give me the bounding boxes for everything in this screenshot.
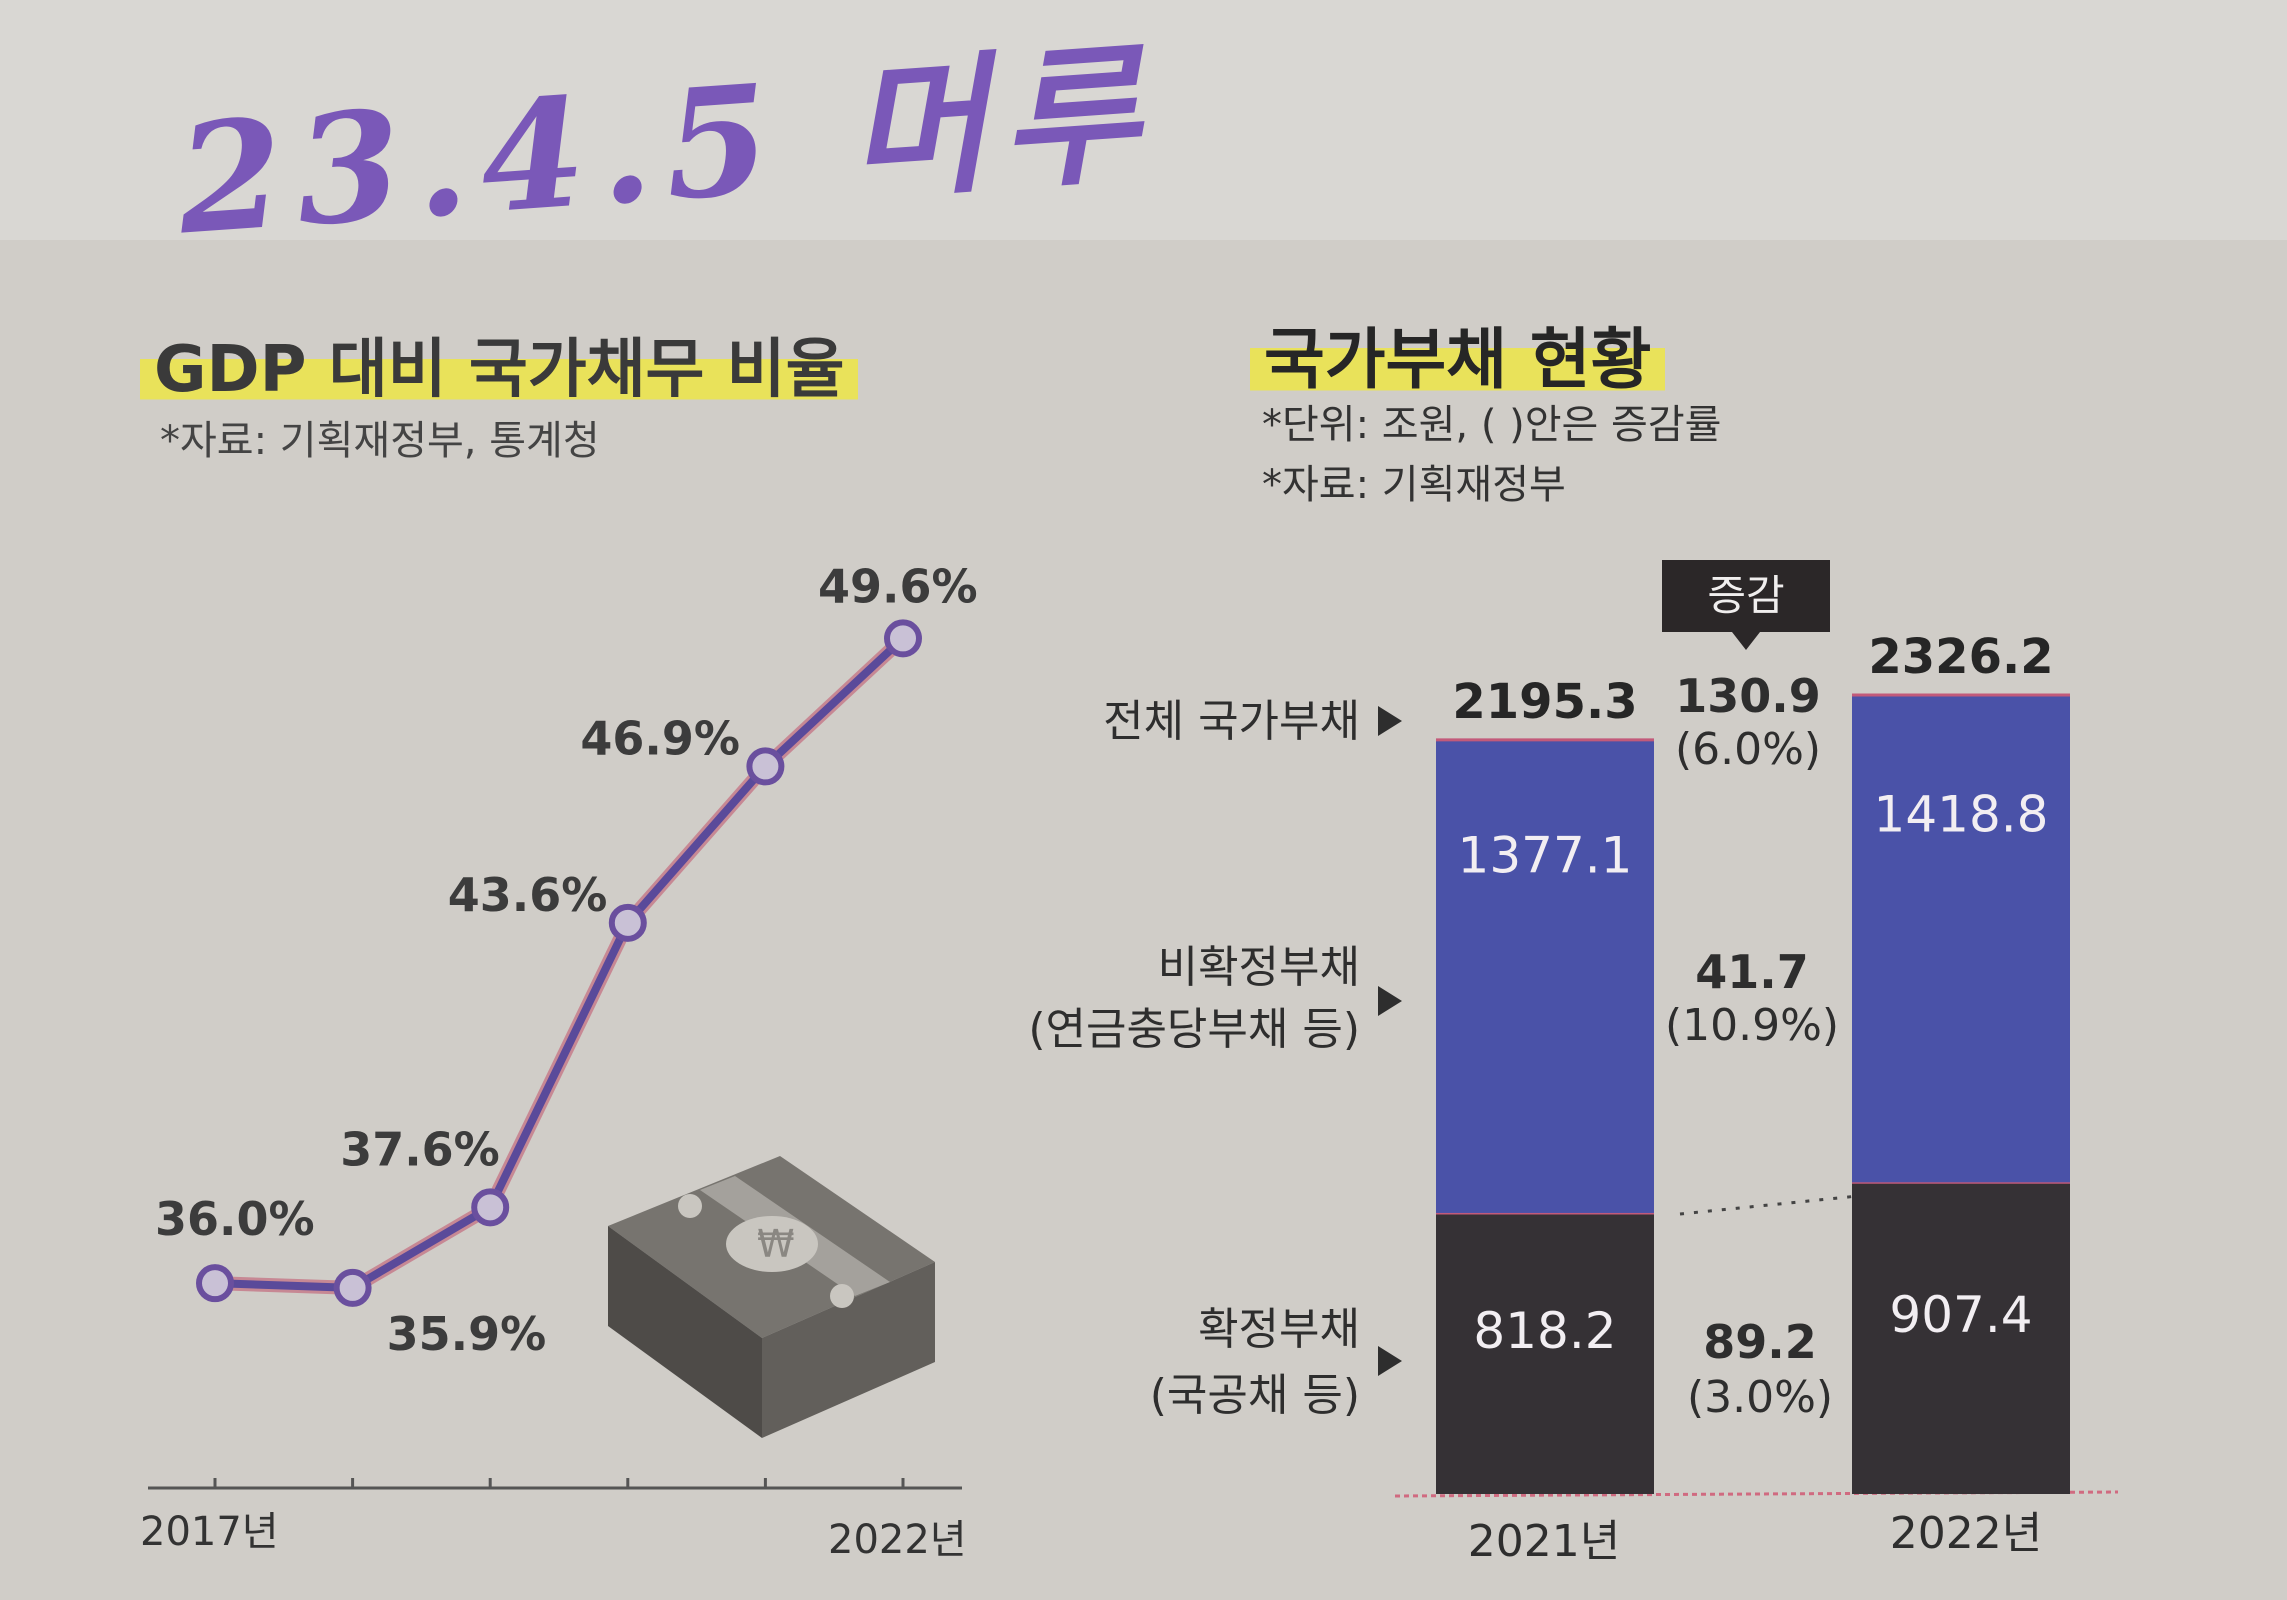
bars <box>1436 693 2070 1494</box>
change-total-rate: (6.0%) <box>1675 724 1821 775</box>
ratio-point <box>333 1268 372 1307</box>
bar-total-label: 2326.2 <box>1868 629 2053 685</box>
right-chart-title: 국가부채 현황 <box>1250 306 1666 402</box>
bar-segment <box>1436 739 1654 1213</box>
money-bundle-icon: ₩ <box>608 1156 935 1438</box>
stacked-bar-chart: 818.2 1377.1 2195.3 907.4 1418.8 2326.2 증감 전체… <box>1028 560 2119 1567</box>
ratio-point-label: 46.9% <box>580 711 740 765</box>
bar-segment <box>1852 1182 2070 1494</box>
change-header-label: 증감 <box>1707 571 1784 620</box>
left-chart-title: GDP 대비 국가채무 비율 <box>140 318 859 410</box>
left-chart-source: *자료: 기획재정부, 통계청 <box>160 418 600 464</box>
ratio-point <box>884 619 922 658</box>
line-chart: 36.0% 35.9% 37.6% 43.6% 46.9% 49.6% 2017년 202… <box>140 559 978 1563</box>
row-label-noncertain: 비확정부채 <box>1158 942 1360 993</box>
svg-text:₩: ₩ <box>757 1222 795 1266</box>
change-certain-rate: (3.0%) <box>1687 1372 1833 1423</box>
bar-segment-label: 818.2 <box>1473 1302 1616 1360</box>
row-arrow-total <box>1378 706 1402 736</box>
row-label-total: 전체 국가부채 <box>1103 696 1360 747</box>
bar-segment-label: 1418.8 <box>1874 785 2049 843</box>
ratio-point-label: 43.6% <box>448 868 608 922</box>
bar-total-label: 2195.3 <box>1452 674 1637 730</box>
bar-segment <box>1436 1212 1654 1494</box>
x-axis-ticks <box>213 1478 905 1488</box>
bar-value-labels: 818.2 1377.1 2195.3 907.4 1418.8 2326.2 <box>1452 629 2053 1360</box>
x-tick-label-first: 2017년 <box>140 1509 279 1555</box>
ratio-point <box>608 903 647 942</box>
row-label-certain-sub: (국공채 등) <box>1150 1370 1360 1421</box>
ratio-point-label: 35.9% <box>387 1307 547 1361</box>
right-chart-unit-note: *단위: 조원, ( )안은 증감률 <box>1262 402 1722 448</box>
bar-segment-label: 1377.1 <box>1458 826 1633 884</box>
paper-top <box>0 0 2287 240</box>
row-label-noncertain-sub: (연금충당부채 등) <box>1028 1004 1360 1055</box>
ratio-point <box>196 1264 234 1303</box>
change-certain-value: 89.2 <box>1703 1315 1817 1369</box>
bar-segment-label: 907.4 <box>1889 1286 2032 1344</box>
ratio-points <box>196 619 922 1307</box>
connector-dotted-line <box>1679 1194 1859 1216</box>
ratio-point-label: 36.0% <box>155 1192 315 1246</box>
ratio-point <box>746 747 785 786</box>
change-total-value: 130.9 <box>1675 669 1821 723</box>
row-arrow-certain <box>1378 1346 1402 1376</box>
right-chart-source: *자료: 기획재정부 <box>1262 462 1566 508</box>
bar-baseline <box>1394 1490 2119 1498</box>
bar-segment <box>1852 694 2070 1183</box>
row-label-certain: 확정부채 <box>1198 1304 1360 1355</box>
ratio-point-labels: 36.0% 35.9% 37.6% 43.6% 46.9% 49.6% <box>155 559 978 1361</box>
ratio-line <box>214 635 906 1292</box>
ratio-point-label: 49.6% <box>818 559 978 613</box>
row-arrow-noncertain <box>1378 986 1402 1016</box>
change-noncertain-rate: (10.9%) <box>1665 1000 1839 1051</box>
change-noncertain-value: 41.7 <box>1695 945 1809 999</box>
bar-category-2021: 2021년 <box>1468 1516 1620 1567</box>
ratio-point <box>471 1188 510 1227</box>
bar-category-2022: 2022년 <box>1890 1508 2042 1559</box>
x-tick-label-last: 2022년 <box>828 1517 967 1563</box>
change-header-badge: 증감 <box>1662 560 1830 650</box>
ratio-point-label: 37.6% <box>340 1122 500 1176</box>
